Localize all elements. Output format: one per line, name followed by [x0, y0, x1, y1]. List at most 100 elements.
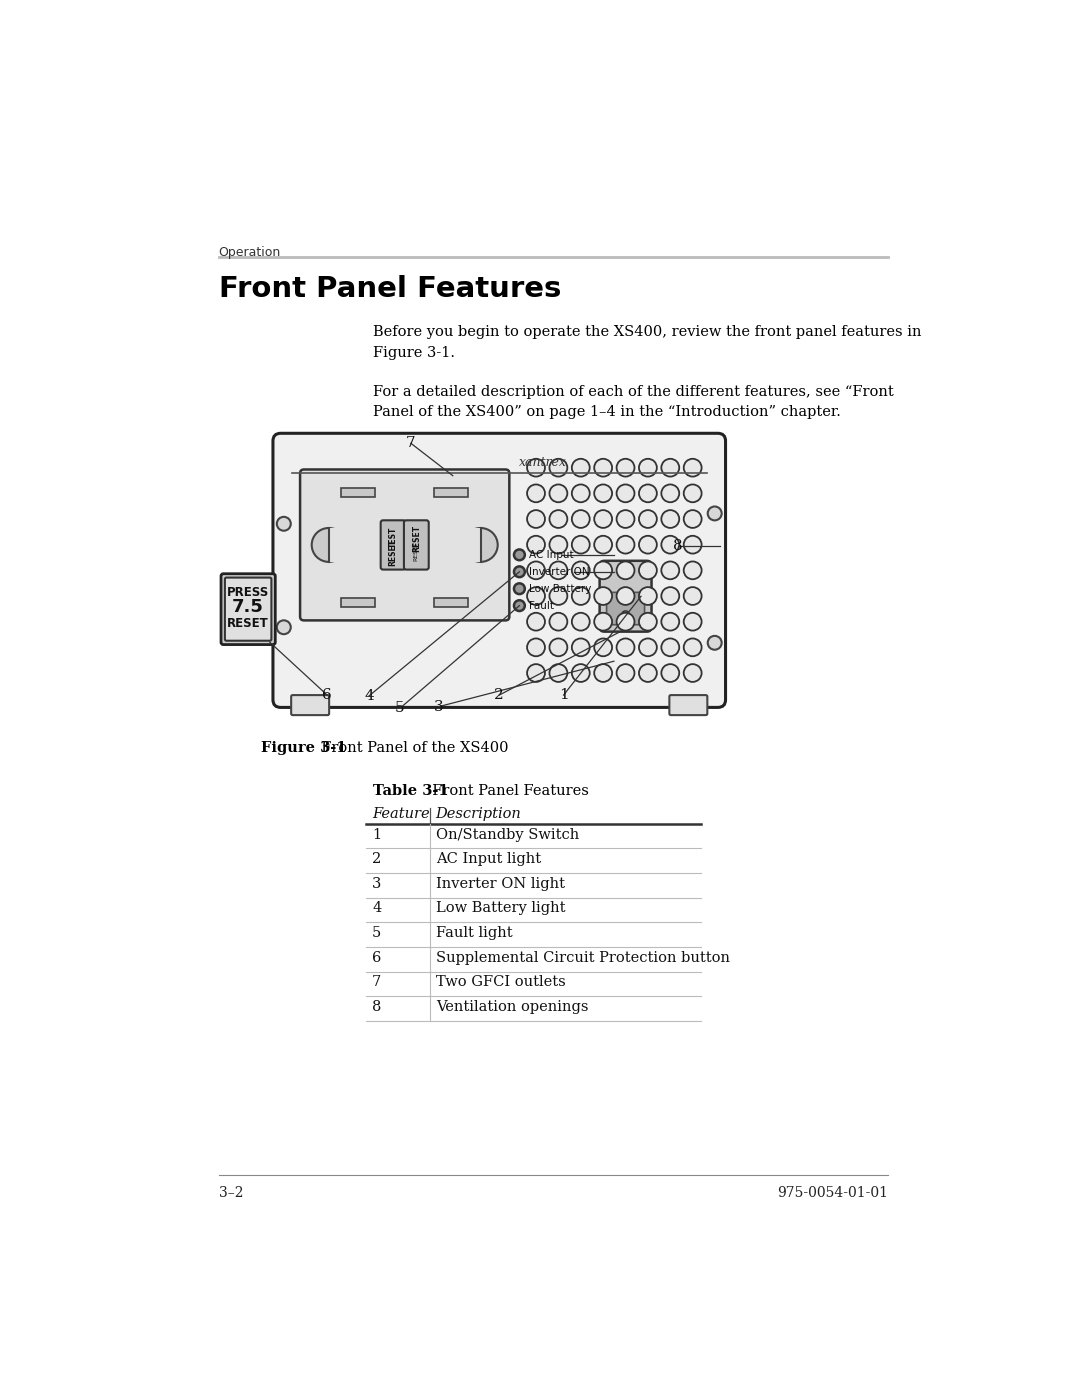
Circle shape	[617, 664, 634, 682]
Text: Table 3-1: Table 3-1	[373, 784, 448, 798]
Circle shape	[661, 562, 679, 580]
Text: AC Input: AC Input	[529, 550, 575, 560]
Circle shape	[550, 613, 567, 630]
Circle shape	[550, 536, 567, 553]
Circle shape	[571, 510, 590, 528]
Circle shape	[684, 562, 702, 580]
Circle shape	[617, 613, 634, 630]
Circle shape	[571, 613, 590, 630]
Circle shape	[684, 485, 702, 503]
Text: Supplemental Circuit Protection button: Supplemental Circuit Protection button	[435, 951, 730, 965]
Text: Figure 3-1: Figure 3-1	[260, 742, 346, 756]
Text: 3–2: 3–2	[218, 1186, 243, 1200]
FancyBboxPatch shape	[221, 574, 275, 644]
Circle shape	[684, 458, 702, 476]
Circle shape	[707, 636, 721, 650]
Bar	[434, 488, 469, 497]
Text: 5: 5	[373, 926, 381, 940]
Circle shape	[550, 485, 567, 503]
Circle shape	[661, 638, 679, 657]
Text: xantrex: xantrex	[519, 455, 567, 469]
Circle shape	[550, 638, 567, 657]
Text: Front Panel Features: Front Panel Features	[423, 784, 590, 798]
Bar	[341, 488, 375, 497]
Circle shape	[594, 536, 612, 553]
Text: RESET: RESET	[389, 539, 397, 566]
Circle shape	[617, 485, 634, 503]
FancyBboxPatch shape	[380, 520, 405, 570]
FancyBboxPatch shape	[599, 560, 651, 631]
Circle shape	[312, 528, 346, 562]
Circle shape	[594, 664, 612, 682]
Text: 7: 7	[406, 436, 416, 450]
Circle shape	[639, 562, 657, 580]
Circle shape	[571, 458, 590, 476]
Circle shape	[571, 638, 590, 657]
Text: 7: 7	[373, 975, 381, 989]
Circle shape	[684, 638, 702, 657]
Circle shape	[550, 458, 567, 476]
Text: 2: 2	[495, 689, 504, 703]
Text: 4: 4	[373, 901, 381, 915]
Circle shape	[639, 638, 657, 657]
Circle shape	[661, 536, 679, 553]
Circle shape	[550, 562, 567, 580]
Text: 1: 1	[373, 827, 381, 841]
Circle shape	[514, 566, 525, 577]
Circle shape	[661, 458, 679, 476]
Circle shape	[684, 664, 702, 682]
Text: 6: 6	[322, 689, 332, 703]
Circle shape	[661, 613, 679, 630]
Circle shape	[617, 510, 634, 528]
Circle shape	[594, 638, 612, 657]
Circle shape	[527, 458, 545, 476]
Circle shape	[594, 587, 612, 605]
Text: Inverter ON: Inverter ON	[529, 567, 590, 577]
Circle shape	[661, 510, 679, 528]
Circle shape	[639, 510, 657, 528]
FancyBboxPatch shape	[273, 433, 726, 707]
Circle shape	[527, 587, 545, 605]
Text: 4: 4	[364, 689, 374, 703]
Bar	[341, 598, 375, 608]
Circle shape	[661, 587, 679, 605]
Text: Front Panel Features: Front Panel Features	[218, 275, 562, 303]
Text: 975-0054-01-01: 975-0054-01-01	[778, 1186, 889, 1200]
Circle shape	[639, 587, 657, 605]
Text: 1: 1	[558, 689, 568, 703]
Circle shape	[550, 664, 567, 682]
Circle shape	[617, 587, 634, 605]
Text: AC Input light: AC Input light	[435, 852, 541, 866]
FancyBboxPatch shape	[300, 469, 510, 620]
Circle shape	[571, 485, 590, 503]
Circle shape	[639, 664, 657, 682]
Circle shape	[571, 536, 590, 553]
Circle shape	[707, 507, 721, 520]
FancyBboxPatch shape	[225, 577, 271, 641]
Circle shape	[639, 536, 657, 553]
FancyBboxPatch shape	[607, 592, 645, 624]
Circle shape	[661, 664, 679, 682]
Circle shape	[639, 458, 657, 476]
FancyBboxPatch shape	[670, 696, 707, 715]
Circle shape	[594, 562, 612, 580]
Text: 8: 8	[373, 1000, 381, 1014]
Circle shape	[514, 601, 525, 610]
Circle shape	[276, 517, 291, 531]
Text: Inverter ON light: Inverter ON light	[435, 877, 565, 891]
Circle shape	[617, 638, 634, 657]
Text: For a detailed description of each of the different features, see “Front
Panel o: For a detailed description of each of th…	[373, 384, 893, 419]
Text: 6: 6	[373, 951, 381, 965]
Text: 7.5: 7.5	[232, 598, 265, 616]
Text: RESET: RESET	[227, 616, 269, 630]
Circle shape	[594, 613, 612, 630]
Circle shape	[527, 536, 545, 553]
Circle shape	[684, 613, 702, 630]
Circle shape	[527, 510, 545, 528]
Text: On/Standby Switch: On/Standby Switch	[435, 827, 579, 841]
Circle shape	[639, 613, 657, 630]
Text: 5: 5	[395, 701, 405, 715]
Circle shape	[684, 510, 702, 528]
Text: Low Battery light: Low Battery light	[435, 901, 565, 915]
Circle shape	[617, 562, 634, 580]
